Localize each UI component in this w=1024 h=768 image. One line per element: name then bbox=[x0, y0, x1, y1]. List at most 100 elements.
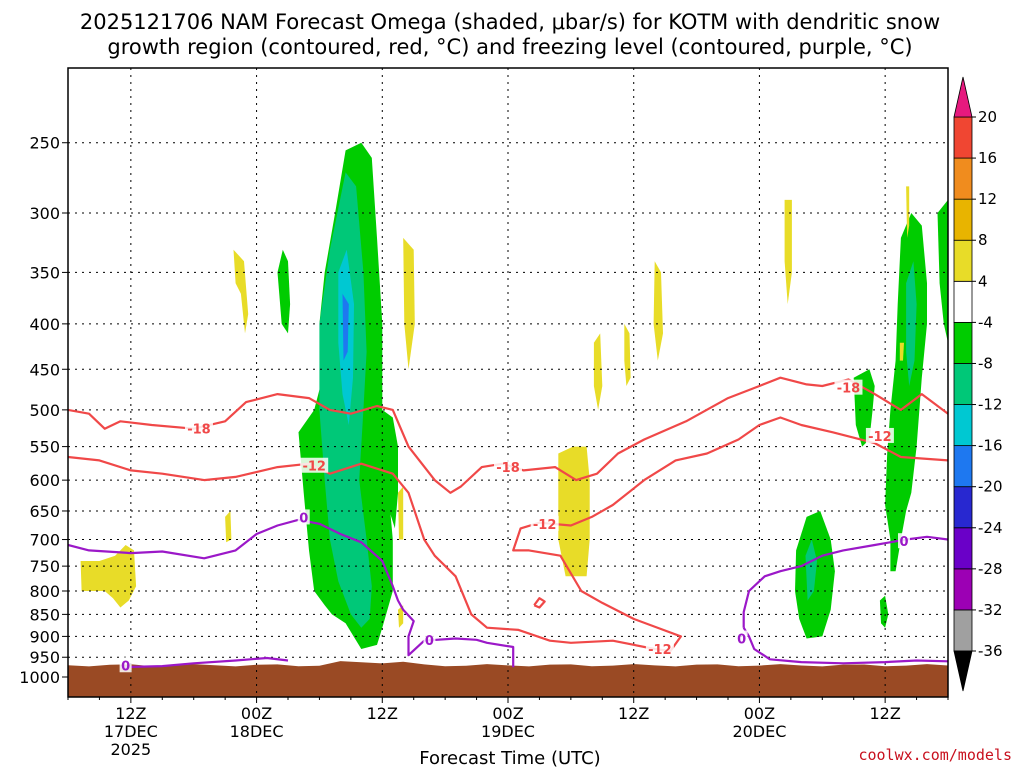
contour-label-2: -12 bbox=[533, 518, 557, 533]
omega-area-descent_4-23 bbox=[906, 186, 910, 238]
contour-0-line-6 bbox=[742, 627, 948, 665]
contour-label-7: -18 bbox=[187, 423, 211, 438]
omega-area-descent_4-13 bbox=[80, 545, 137, 608]
colorbar-under-arrow bbox=[953, 650, 973, 692]
contour-label-bg-7 bbox=[184, 420, 213, 436]
colorbar-label-16: 16 bbox=[978, 149, 997, 167]
y-tick-label-550: 550 bbox=[29, 438, 60, 457]
colorbar-label--4: -4 bbox=[978, 313, 993, 331]
omega-area-descent_4-17 bbox=[398, 486, 404, 540]
colorbar-segment-4 bbox=[953, 445, 973, 488]
contour-label-bg-4 bbox=[865, 427, 894, 443]
contour-label-1: -18 bbox=[837, 382, 861, 397]
colorbar-segment-0 bbox=[953, 609, 973, 652]
contour-label-bg-3 bbox=[645, 641, 674, 657]
colorbar-label--28: -28 bbox=[978, 560, 1003, 578]
contour-label-bg-11 bbox=[735, 630, 748, 646]
contour-label-3: -12 bbox=[648, 643, 672, 658]
x-tick-label-42-1: 00Z bbox=[492, 704, 523, 723]
colorbar-label--20: -20 bbox=[978, 478, 1003, 496]
omega-area-ascent_-4-6 bbox=[885, 213, 927, 572]
contour--18-line-0 bbox=[68, 376, 948, 494]
omega-area-ascent_-16-3 bbox=[342, 293, 349, 361]
y-tick-label-750: 750 bbox=[29, 557, 60, 576]
chart-title-line2: growth region (contoured, red, °C) and f… bbox=[107, 35, 912, 59]
contour-label-6: 0 bbox=[899, 535, 908, 550]
contour-label-bg-10 bbox=[119, 657, 132, 673]
contour-label-4: -12 bbox=[868, 430, 892, 445]
y-tick-label-500: 500 bbox=[29, 401, 60, 420]
colorbar-segment-6 bbox=[953, 363, 973, 405]
omega-area-ascent_-4-12 bbox=[937, 199, 948, 343]
y-tick-label-400: 400 bbox=[29, 315, 60, 334]
colorbar-label--36: -36 bbox=[978, 642, 1003, 660]
contour-label-11: 0 bbox=[737, 633, 746, 648]
y-tick-label-800: 800 bbox=[29, 582, 60, 601]
contour-label-bg-8 bbox=[300, 457, 329, 473]
omega-shading-layer bbox=[80, 142, 948, 649]
x-tick-label-42-2: 19DEC bbox=[481, 722, 535, 741]
colorbar-label-20: 20 bbox=[978, 108, 997, 126]
contour-label-9: 0 bbox=[299, 511, 308, 526]
x-tick-label-6-3: 2025 bbox=[110, 740, 151, 759]
colorbar-label--12: -12 bbox=[978, 396, 1003, 414]
colorbar-segment-11 bbox=[953, 157, 973, 200]
contour-0-line-3 bbox=[68, 518, 515, 668]
contour-label-bg-0 bbox=[494, 459, 522, 475]
credit-text: coolwx.com/models bbox=[858, 746, 1012, 764]
omega-area-descent_4-22 bbox=[784, 199, 792, 305]
contour-label-bg-2 bbox=[530, 515, 559, 531]
colorbar-segment-9 bbox=[953, 239, 973, 282]
contour-0-line-4 bbox=[120, 656, 289, 669]
colorbar-label--32: -32 bbox=[978, 601, 1003, 619]
omega-area-ascent_-4-5 bbox=[382, 409, 398, 529]
contour-label-10: 0 bbox=[121, 659, 130, 674]
omega-area-descent_4-19 bbox=[593, 333, 603, 410]
x-tick-label-54-1: 12Z bbox=[618, 704, 649, 723]
x-tick-label-30-1: 12Z bbox=[367, 704, 398, 723]
contour-label-0: -18 bbox=[496, 461, 520, 476]
omega-area-ascent_-8-10 bbox=[805, 539, 817, 601]
omega-area-ascent_-4-4 bbox=[277, 249, 291, 334]
x-tick-label-78-1: 12Z bbox=[869, 704, 900, 723]
contour--12-line-2 bbox=[533, 597, 546, 609]
omega-area-descent_4-14 bbox=[233, 249, 249, 334]
omega-area-descent_4-15 bbox=[225, 511, 232, 543]
contour-label-8: -12 bbox=[302, 460, 326, 475]
omega-area-descent_4-21 bbox=[653, 261, 663, 361]
colorbar-segment-5 bbox=[953, 404, 973, 447]
colorbar-label-12: 12 bbox=[978, 190, 997, 208]
y-tick-label-250: 250 bbox=[29, 134, 60, 153]
colorbar-segment-7 bbox=[953, 321, 973, 364]
omega-area-descent_4-20 bbox=[624, 323, 631, 386]
omega-area-descent_4-24 bbox=[899, 342, 904, 361]
contour-label-bg-9 bbox=[297, 509, 310, 525]
colorbar-label-8: 8 bbox=[978, 231, 988, 249]
colorbar-segment-1 bbox=[953, 568, 973, 611]
contour-label-bg-1 bbox=[834, 379, 863, 395]
colorbar-segment-3 bbox=[953, 486, 973, 529]
x-tick-label-6-2: 17DEC bbox=[104, 722, 158, 741]
y-tick-label-450: 450 bbox=[29, 360, 60, 379]
axes: 250 300 350 400 450 500 550 600 650 700 750 800 850 9… bbox=[19, 67, 949, 759]
x-tick-label-66-1: 00Z bbox=[744, 704, 775, 723]
x-tick-label-66-2: 20DEC bbox=[732, 722, 786, 741]
contour-label-bg-6 bbox=[898, 533, 910, 549]
colorbar-label--16: -16 bbox=[978, 437, 1003, 455]
omega-area-descent_4-25 bbox=[398, 605, 404, 628]
temperature-contours: -18 -18 -12 -12 -12 0 0 -18 -12 0 0 0 bbox=[68, 376, 948, 674]
omega-area-ascent_-4-11 bbox=[879, 595, 889, 628]
y-tick-label-900: 900 bbox=[29, 627, 60, 646]
y-tick-label-700: 700 bbox=[29, 531, 60, 550]
y-tick-label-350: 350 bbox=[29, 263, 60, 282]
colorbar: -36 -32 -28 -24 -20 -16 -12 -8 -4 4 8 12 16 20 bbox=[953, 76, 1003, 692]
colorbar-over-arrow bbox=[953, 76, 973, 118]
y-tick-label-650: 650 bbox=[29, 502, 60, 521]
colorbar-segment-10 bbox=[953, 198, 973, 241]
terrain-layer bbox=[68, 661, 948, 697]
y-tick-label-300: 300 bbox=[29, 204, 60, 223]
x-tick-label-6-1: 12Z bbox=[115, 704, 146, 723]
colorbar-label--24: -24 bbox=[978, 519, 1003, 537]
y-tick-label-950: 950 bbox=[29, 648, 60, 667]
x-tick-label-18-1: 00Z bbox=[241, 704, 272, 723]
